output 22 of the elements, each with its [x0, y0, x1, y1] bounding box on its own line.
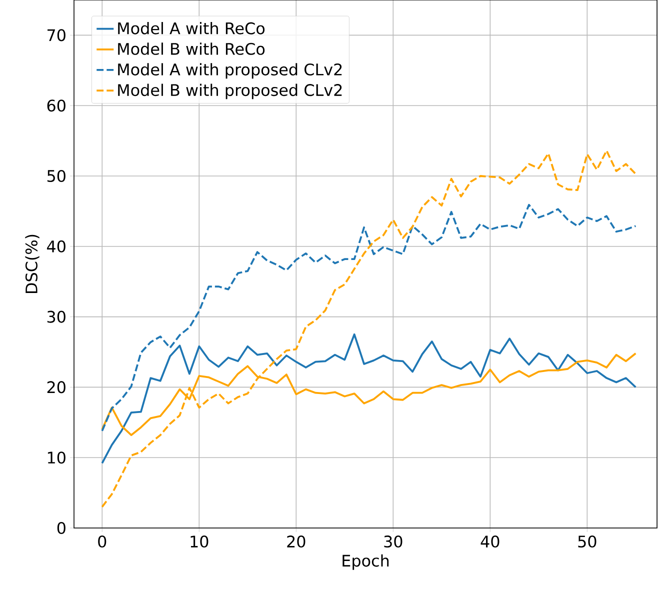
y-tick-label: 30 — [47, 310, 66, 323]
x-axis-title: Epoch — [342, 554, 389, 570]
y-axis-title: DSC(%) — [25, 234, 40, 293]
line-series — [101, 150, 637, 508]
legend-label: Model A with ReCo — [118, 22, 265, 34]
y-tick-label: 0 — [57, 522, 66, 534]
y-tick-label: 10 — [48, 452, 66, 464]
legend-label: Model B with proposed CLv2 — [118, 84, 342, 100]
y-tick-label: 50 — [47, 170, 66, 182]
y-tick-label: 40 — [46, 240, 66, 252]
x-tick-label: 30 — [384, 536, 402, 548]
line-series — [101, 333, 637, 464]
y-tick-label: 70 — [48, 29, 66, 42]
legend-label: Model B with ReCo — [118, 42, 265, 55]
y-tick-label: 60 — [47, 100, 66, 112]
x-tick-label: 20 — [287, 536, 306, 548]
x-tick-label: 40 — [480, 536, 500, 548]
y-tick-label: 20 — [47, 381, 66, 394]
legend-label: Model A with proposed CLv2 — [118, 63, 342, 79]
x-tick-label: 10 — [190, 536, 208, 548]
x-tick-label: 0 — [98, 536, 106, 548]
x-tick-label: 50 — [578, 536, 596, 548]
